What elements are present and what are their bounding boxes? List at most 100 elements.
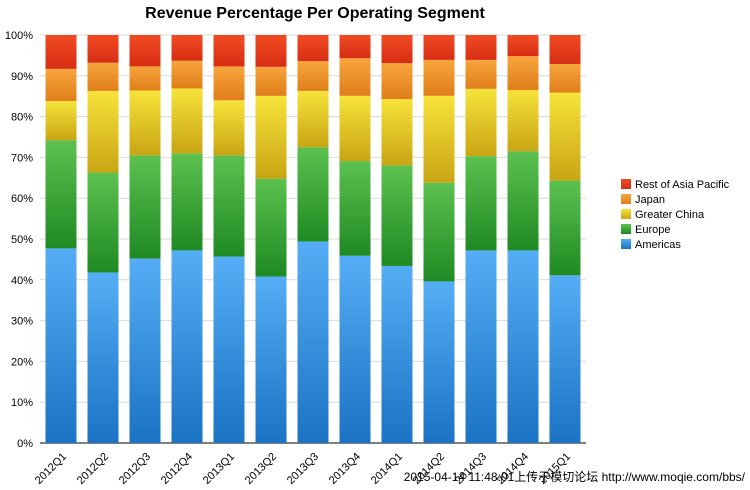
y-tick-label: 50% <box>11 234 33 246</box>
bar-segment-japan <box>339 58 371 96</box>
bar-segment-europe <box>381 165 413 266</box>
y-tick-label: 100% <box>5 30 33 42</box>
bar-segment-americas <box>171 250 203 443</box>
bar-segment-americas <box>129 258 161 443</box>
bar-segment-rest-of-asia-pacific <box>87 35 119 63</box>
bar-segment-greater-china <box>87 90 119 173</box>
bar-segment-japan <box>423 59 455 96</box>
bar-segment-japan <box>213 66 245 101</box>
bar-segment-europe <box>171 153 203 251</box>
x-tick-label: 2012Q2 <box>75 451 111 487</box>
y-tick-label: 30% <box>11 316 33 328</box>
bar-segment-europe <box>465 156 497 251</box>
bar-segment-europe <box>339 161 371 256</box>
bar-segment-greater-china <box>549 92 581 181</box>
bar-segment-americas <box>45 248 77 443</box>
y-tick-label: 0% <box>17 438 33 450</box>
bar-segment-greater-china <box>297 90 329 148</box>
bar-segment-rest-of-asia-pacific <box>129 35 161 67</box>
legend: Rest of Asia Pacific Japan Greater China Eu… <box>621 179 730 251</box>
y-tick-label: 10% <box>11 397 33 409</box>
bar-series <box>45 35 581 443</box>
legend-label: Greater China <box>635 209 705 221</box>
bar-segment-americas <box>213 256 245 443</box>
bar-segment-americas <box>381 265 413 443</box>
bar-segment-greater-china <box>465 88 497 157</box>
legend-label: Americas <box>635 239 681 251</box>
bar-segment-japan <box>507 56 539 91</box>
bar-segment-americas <box>87 272 119 443</box>
bar-segment-rest-of-asia-pacific <box>255 35 287 67</box>
bar-segment-europe <box>549 180 581 276</box>
bar-segment-europe <box>297 147 329 242</box>
bar-segment-americas <box>423 281 455 443</box>
bar-segment-europe <box>87 172 119 273</box>
bar-segment-rest-of-asia-pacific <box>549 35 581 64</box>
bar-segment-europe <box>423 182 455 282</box>
bar-segment-rest-of-asia-pacific <box>465 35 497 60</box>
bar-segment-greater-china <box>381 99 413 166</box>
y-tick-label: 60% <box>11 193 33 205</box>
legend-swatch <box>621 224 631 234</box>
bar-segment-europe <box>213 155 245 257</box>
bar-segment-greater-china <box>255 95 287 179</box>
bar-segment-americas <box>549 275 581 443</box>
y-axis: 0% 10% 20% 30% 40% 50% 60% 70% 80% 90% 100% <box>5 30 33 450</box>
bar-segment-rest-of-asia-pacific <box>381 35 413 64</box>
bar-segment-greater-china <box>423 95 455 183</box>
y-tick-label: 80% <box>11 112 33 124</box>
bar-segment-greater-china <box>213 100 245 156</box>
bar-segment-japan <box>171 60 203 89</box>
bar-segment-americas <box>465 250 497 443</box>
y-tick-label: 20% <box>11 356 33 368</box>
bar-segment-greater-china <box>171 88 203 154</box>
bar-segment-greater-china <box>45 101 77 141</box>
legend-label: Rest of Asia Pacific <box>635 179 730 191</box>
legend-swatch <box>621 194 631 204</box>
bar-segment-japan <box>129 66 161 91</box>
bar-segment-rest-of-asia-pacific <box>507 35 539 57</box>
bar-segment-americas <box>339 255 371 443</box>
watermark-text: 2015-04-14 11:48:01上传于模切论坛 http://www.mo… <box>404 469 746 484</box>
bar-segment-rest-of-asia-pacific <box>213 35 245 67</box>
bar-segment-japan <box>381 63 413 100</box>
x-tick-label: 2012Q4 <box>159 451 195 487</box>
legend-swatch <box>621 239 631 249</box>
y-tick-label: 40% <box>11 275 33 287</box>
x-tick-label: 2013Q3 <box>285 451 321 487</box>
bar-segment-europe <box>45 140 77 249</box>
y-tick-label: 90% <box>11 71 33 83</box>
bar-segment-rest-of-asia-pacific <box>45 35 77 69</box>
bar-segment-japan <box>45 68 77 102</box>
bar-segment-europe <box>129 155 161 259</box>
bar-segment-rest-of-asia-pacific <box>171 35 203 61</box>
legend-swatch <box>621 179 631 189</box>
bar-segment-japan <box>297 61 329 91</box>
bar-segment-rest-of-asia-pacific <box>297 35 329 62</box>
legend-label: Europe <box>635 224 670 236</box>
bar-segment-rest-of-asia-pacific <box>423 35 455 60</box>
bar-segment-europe <box>255 178 287 277</box>
x-tick-label: 2014Q1 <box>369 451 405 487</box>
x-tick-label: 2013Q1 <box>201 451 237 487</box>
bar-segment-americas <box>297 241 329 443</box>
bar-segment-greater-china <box>129 90 161 156</box>
bar-segment-americas <box>507 250 539 443</box>
x-tick-label: 2013Q2 <box>243 451 279 487</box>
x-tick-label: 2012Q3 <box>117 451 153 487</box>
bar-segment-greater-china <box>507 90 539 152</box>
bar-segment-japan <box>255 66 287 96</box>
bar-segment-japan <box>549 63 581 93</box>
bar-segment-greater-china <box>339 95 371 162</box>
legend-label: Japan <box>635 194 665 206</box>
x-tick-label: 2013Q4 <box>327 451 363 487</box>
bar-segment-rest-of-asia-pacific <box>339 35 371 59</box>
bar-segment-japan <box>465 59 497 89</box>
bar-segment-europe <box>507 151 539 251</box>
legend-swatch <box>621 209 631 219</box>
bar-segment-americas <box>255 276 287 443</box>
chart-title: Revenue Percentage Per Operating Segment <box>145 5 485 22</box>
bar-segment-japan <box>87 62 119 91</box>
y-tick-label: 70% <box>11 152 33 164</box>
